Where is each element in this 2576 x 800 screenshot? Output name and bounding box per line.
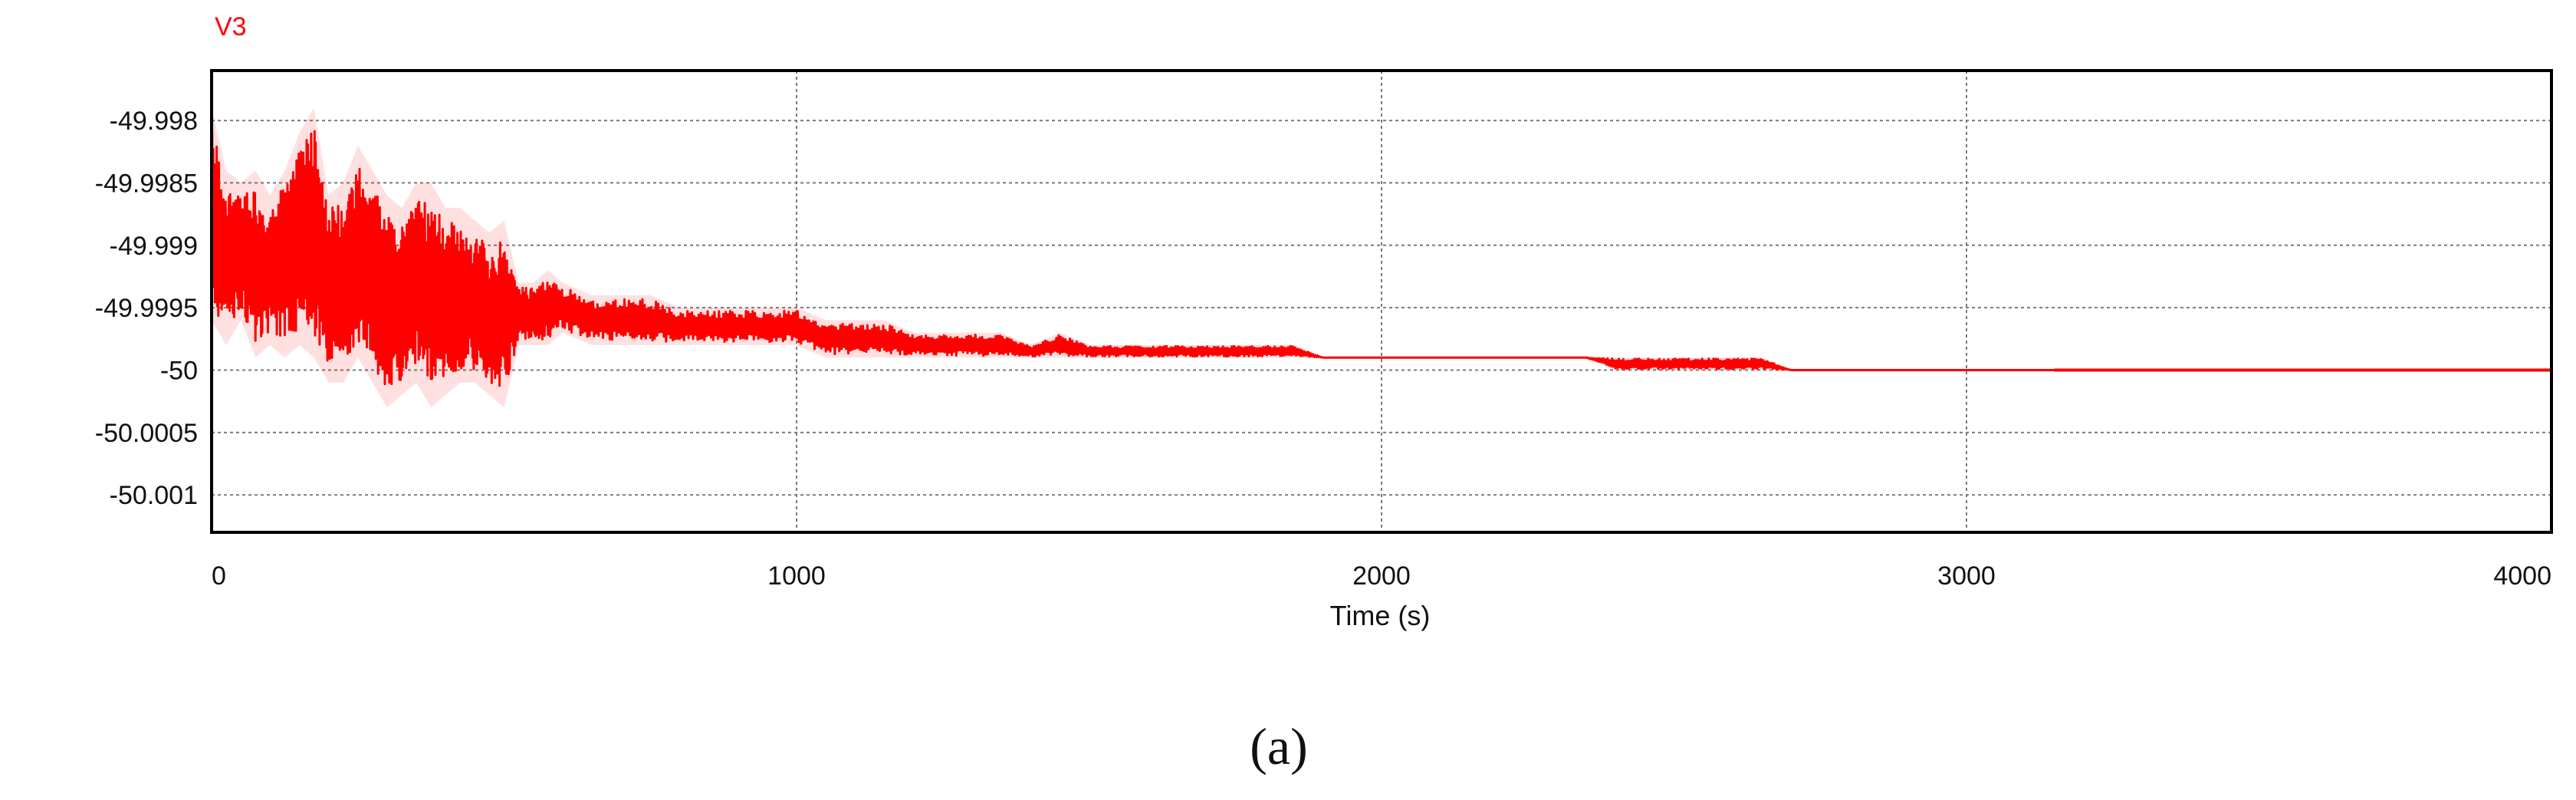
panel-label: (a)	[1250, 717, 1307, 775]
plot-frame	[210, 69, 2553, 534]
y-tick-label: -49.9985	[95, 169, 198, 198]
x-tick-label: 1000	[767, 561, 826, 591]
y-tick-label: -50	[160, 356, 198, 385]
x-tick-label: 2000	[1352, 561, 1411, 591]
y-tick-label: -49.998	[110, 107, 198, 136]
series-label: V3	[215, 12, 247, 41]
y-tick-label: -50.001	[110, 481, 198, 510]
y-tick-label: -49.999	[110, 232, 198, 261]
series-layer	[210, 107, 2551, 408]
y-axis-ticks: -49.998 -49.9985 -49.999 -49.9995 -50 -50.000…	[95, 107, 198, 510]
x-axis-ticks: 0 1000 2000 3000 4000	[212, 561, 2551, 591]
series-line-v3	[210, 128, 2551, 387]
x-tick-label: 3000	[1937, 561, 1996, 591]
x-tick-label: 0	[212, 561, 226, 591]
y-tick-label: -49.9995	[95, 294, 198, 323]
x-axis-title: Time (s)	[1330, 600, 1431, 631]
y-tick-label: -50.0005	[95, 419, 198, 448]
x-tick-label: 4000	[2493, 561, 2551, 591]
